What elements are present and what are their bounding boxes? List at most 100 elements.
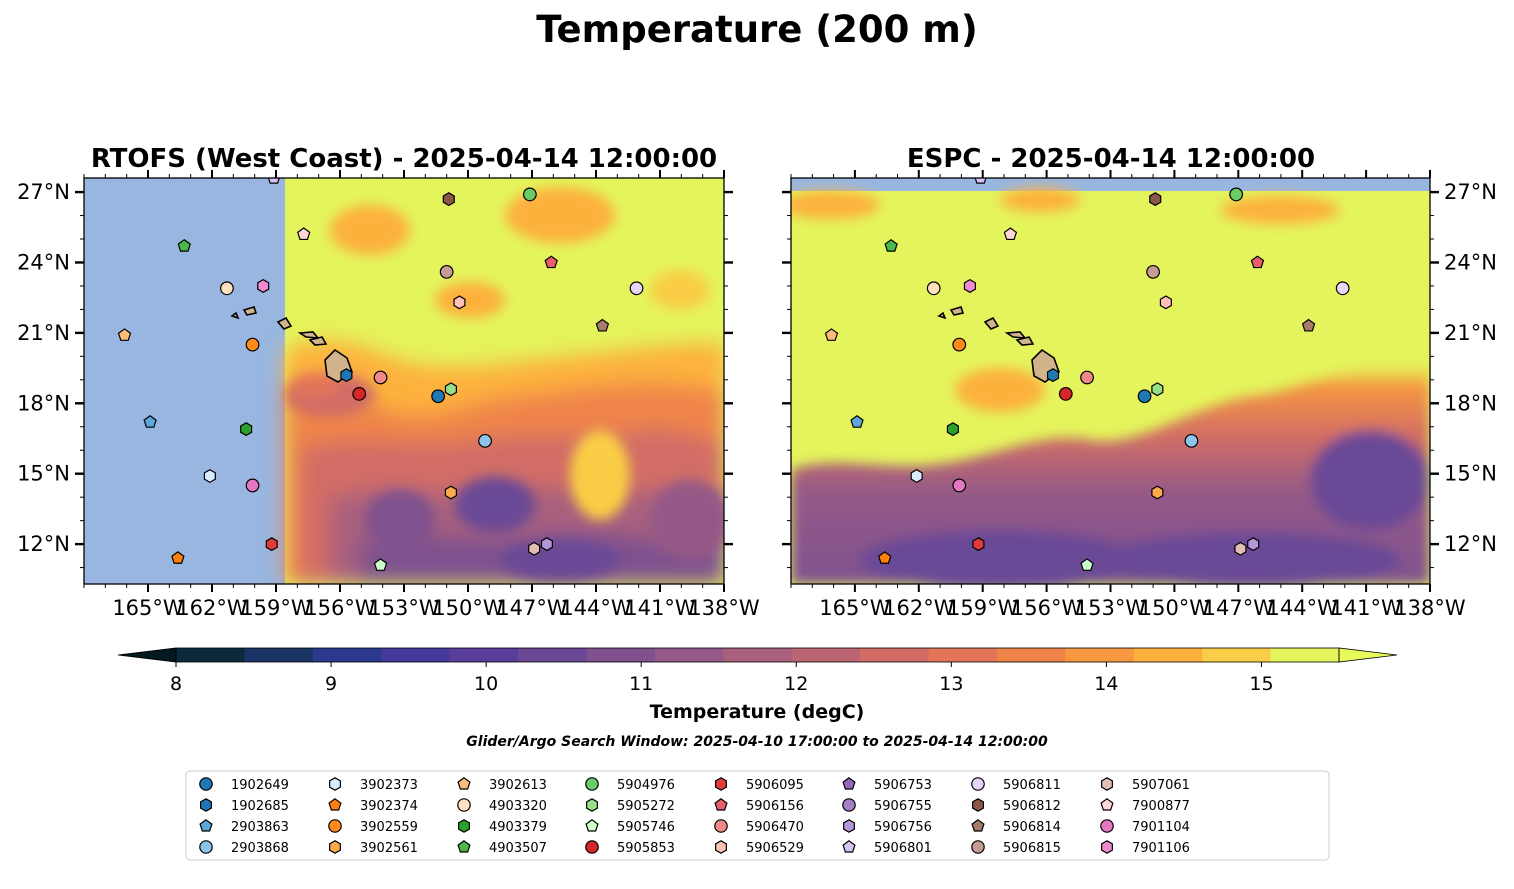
float-marker-4903507 <box>177 239 191 252</box>
legend-label: 3902561 <box>360 841 418 856</box>
float-marker-7901104 <box>952 478 967 493</box>
legend-label: 5904976 <box>617 778 675 793</box>
legend-marker-circle <box>585 840 599 854</box>
colorbar-segment <box>791 648 861 662</box>
legend-marker-pentagon <box>842 777 856 790</box>
x-tick-label: 156°W <box>1011 596 1083 620</box>
y-tick-label: 21°N <box>17 321 70 345</box>
legend-entry-1902649: 1902649 <box>199 777 289 793</box>
colorbar-segment <box>176 648 245 662</box>
legend-entry-7901106: 7901106 <box>1101 840 1190 856</box>
x-tick-label: 156°W <box>304 596 376 620</box>
legend-marker-pentagon <box>971 819 985 832</box>
legend-label: 7900877 <box>1132 799 1190 814</box>
float-marker-5906811 <box>1335 281 1350 296</box>
legend-marker-hexagon <box>1101 777 1113 791</box>
float-marker-7900877 <box>1003 227 1018 241</box>
legend-label: 5905746 <box>617 820 675 835</box>
float-marker-3902561 <box>444 485 457 500</box>
legend-label: 5906811 <box>1003 778 1061 793</box>
espc-x-axis: 165°W162°W159°W156°W153°W150°W147°W144°W… <box>790 170 1466 620</box>
float-marker-5906814 <box>595 318 610 332</box>
rtofs-no-data-region <box>84 178 285 584</box>
float-marker-1902685 <box>340 368 353 383</box>
colorbar-tick-label: 13 <box>939 673 963 695</box>
legend-label: 3902613 <box>489 778 547 793</box>
rtofs-map <box>84 178 724 584</box>
legend-label: 5906814 <box>1003 820 1061 835</box>
x-tick-label: 141°W <box>624 596 696 620</box>
legend-entry-4903507: 4903507 <box>457 840 547 856</box>
legend-label: 5906756 <box>874 820 932 835</box>
colorbar-segment <box>449 648 519 662</box>
x-tick-label: 159°W <box>947 596 1019 620</box>
legend-entry-5905272: 5905272 <box>586 798 675 814</box>
legend-entry-2903868: 2903868 <box>199 840 289 856</box>
legend-label: 3902559 <box>360 820 418 835</box>
legend-label: 4903507 <box>489 841 547 856</box>
legend-label: 2903863 <box>231 820 289 835</box>
float-marker-2903868 <box>478 433 492 448</box>
colorbar-over-extension <box>1338 647 1398 663</box>
legend-entry-3902561: 3902561 <box>329 840 418 856</box>
rtofs-temperature-contours <box>285 187 724 584</box>
colorbar-tick-label: 15 <box>1249 673 1273 695</box>
legend-entry-5906812: 5906812 <box>972 798 1061 814</box>
legend-label: 7901104 <box>1132 820 1190 835</box>
legend-label: 5906755 <box>874 799 932 814</box>
colorbar-under-extension <box>117 647 177 663</box>
legend-marker-circle <box>328 819 342 833</box>
legend-label: 4903320 <box>489 799 547 814</box>
float-marker-4903379 <box>240 422 253 437</box>
colorbar-label: Temperature (degC) <box>650 701 865 723</box>
float-marker-5904976 <box>522 187 537 202</box>
x-tick-label: 138°W <box>688 596 760 620</box>
legend-marker-circle <box>457 798 471 812</box>
legend-marker-hexagon <box>329 840 341 854</box>
float-marker-5906812 <box>1149 192 1162 207</box>
x-tick-label: 165°W <box>819 596 891 620</box>
colorbar-tick-label: 11 <box>629 673 653 695</box>
float-marker-5906812 <box>442 192 455 207</box>
legend-label: 5905272 <box>617 799 675 814</box>
legend-marker-pentagon <box>457 840 471 853</box>
colorbar-segment <box>723 648 793 662</box>
legend-entry-7901104: 7901104 <box>1100 819 1190 835</box>
legend-marker-pentagon <box>457 777 471 790</box>
float-marker-5906811 <box>629 281 644 296</box>
legend-label: 5905853 <box>617 841 675 856</box>
float-marker-1902685 <box>1046 368 1060 383</box>
legend-marker-hexagon <box>329 777 341 791</box>
legend-entry-1902685: 1902685 <box>200 798 289 814</box>
colorbar-segment <box>1133 648 1203 662</box>
legend-label: 5906801 <box>874 841 932 856</box>
legend-entry-7900877: 7900877 <box>1100 798 1190 814</box>
x-tick-label: 138°W <box>1394 596 1466 620</box>
rtofs-y-axis: 12°N 15°N 18°N 21°N 24°N 27°N <box>17 180 733 569</box>
espc-temperature-contours <box>791 188 1430 584</box>
float-marker-5905746 <box>373 558 388 571</box>
float-marker-7901106 <box>257 278 270 293</box>
float-marker-4903320 <box>220 281 234 296</box>
legend-marker-pentagon <box>1100 798 1114 811</box>
legend-marker-hexagon <box>200 798 212 812</box>
y-tick-label: 15°N <box>1444 462 1497 486</box>
legend-label: 5906529 <box>746 841 804 856</box>
float-marker-5905853 <box>352 387 367 401</box>
y-tick-label: 18°N <box>1444 391 1497 415</box>
float-marker-3902613 <box>824 328 839 341</box>
espc-float-markers <box>824 178 1350 571</box>
legend-label: 3902373 <box>360 778 418 793</box>
rtofs-x-axis: 165°W162°W159°W156°W153°W150°W147°W144°W… <box>83 170 760 620</box>
colorbar-frame <box>175 647 1340 663</box>
legend-frame <box>185 770 1330 861</box>
float-marker-5906470 <box>1080 370 1094 385</box>
legend-entry-5906755: 5906755 <box>842 798 932 814</box>
colorbar: 8 9 10 11 12 13 14 15 Temperature (degC) <box>117 647 1398 723</box>
legend-entry-5906095: 5906095 <box>715 777 804 793</box>
colorbar-segment <box>928 648 998 662</box>
rtofs-panel-title: RTOFS (West Coast) - 2025-04-14 12:00:00 <box>91 144 717 174</box>
y-tick-label: 12°N <box>1444 532 1497 556</box>
legend-label: 1902649 <box>231 778 289 793</box>
